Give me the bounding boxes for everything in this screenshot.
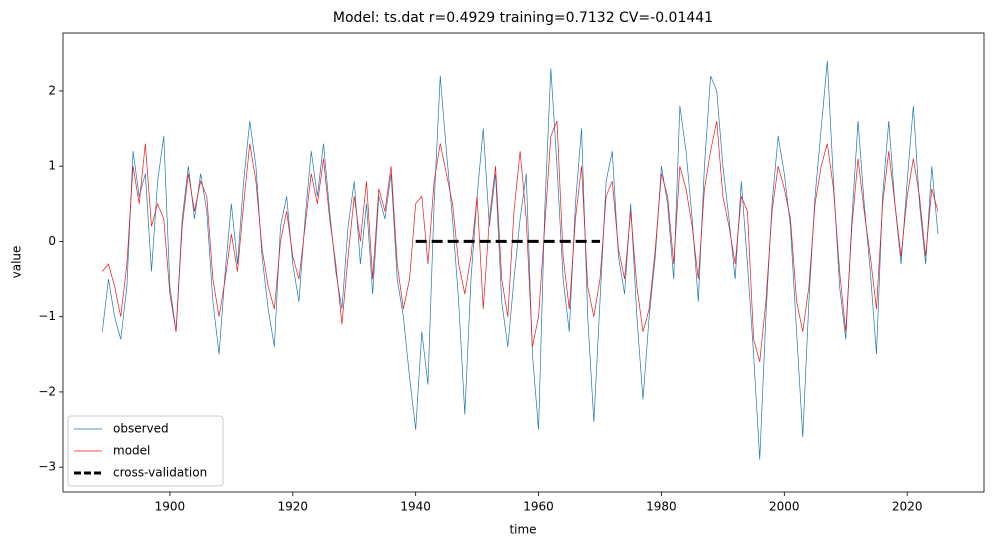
y-axis-label: value xyxy=(10,246,24,279)
legend-label: model xyxy=(113,444,150,458)
x-tick-label: 2020 xyxy=(892,500,923,514)
chart-title: Model: ts.dat r=0.4929 training=0.7132 C… xyxy=(333,10,713,26)
y-tick-label: 0 xyxy=(48,234,56,248)
data-line xyxy=(102,120,939,362)
y-tick-label: −2 xyxy=(38,384,56,398)
plot-frame xyxy=(62,32,985,493)
legend: observed model cross-validation xyxy=(67,415,224,487)
x-axis-label: time xyxy=(509,523,536,537)
y-tick-label: 1 xyxy=(48,159,56,173)
x-tick-label: 1960 xyxy=(523,500,554,514)
y-tick-label: −1 xyxy=(38,309,56,323)
legend-label: cross-validation xyxy=(113,466,207,480)
y-tick-label: 2 xyxy=(48,83,56,97)
y-tick-label: −3 xyxy=(38,460,56,474)
x-tick-label: 1900 xyxy=(155,500,186,514)
x-tick-label: 1920 xyxy=(278,500,309,514)
x-tick-label: 1940 xyxy=(400,500,431,514)
legend-box xyxy=(67,415,224,487)
data-line xyxy=(101,60,939,460)
x-tick-label: 1980 xyxy=(646,500,677,514)
legend-label: observed xyxy=(113,422,169,436)
x-tick-label: 2000 xyxy=(769,500,800,514)
